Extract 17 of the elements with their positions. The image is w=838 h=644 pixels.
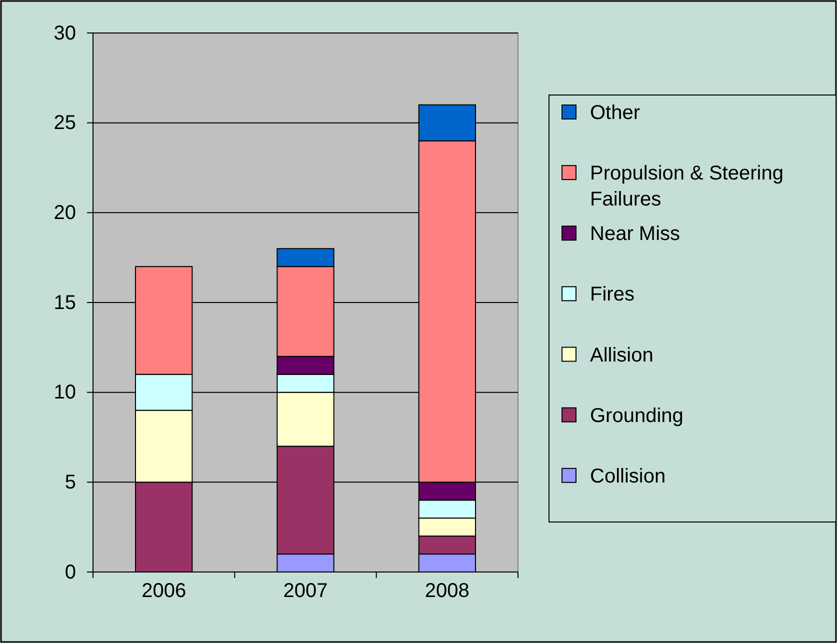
y-tick-label: 15 xyxy=(54,292,76,314)
legend-label: Fires xyxy=(590,284,634,306)
legend-label: Near Miss xyxy=(590,223,680,246)
y-tick-label: 10 xyxy=(54,382,76,404)
y-tick-label: 5 xyxy=(64,472,76,494)
x-tick-label: 2008 xyxy=(424,580,470,602)
x-tick-label: 2006 xyxy=(142,580,186,602)
legend-label: Allision xyxy=(590,344,654,366)
y-tick-label: 20 xyxy=(54,202,76,224)
x-tick-label: 2007 xyxy=(283,580,328,602)
legend-label: Grounding xyxy=(590,404,684,427)
y-tick-label: 0 xyxy=(64,561,76,584)
legend-label: Propulsion & Steering Failures xyxy=(590,162,784,211)
y-tick-label: 25 xyxy=(54,112,76,134)
legend-label: Collision xyxy=(590,465,666,488)
y-tick-label: 30 xyxy=(54,22,76,44)
legend-label: Other xyxy=(590,102,640,124)
